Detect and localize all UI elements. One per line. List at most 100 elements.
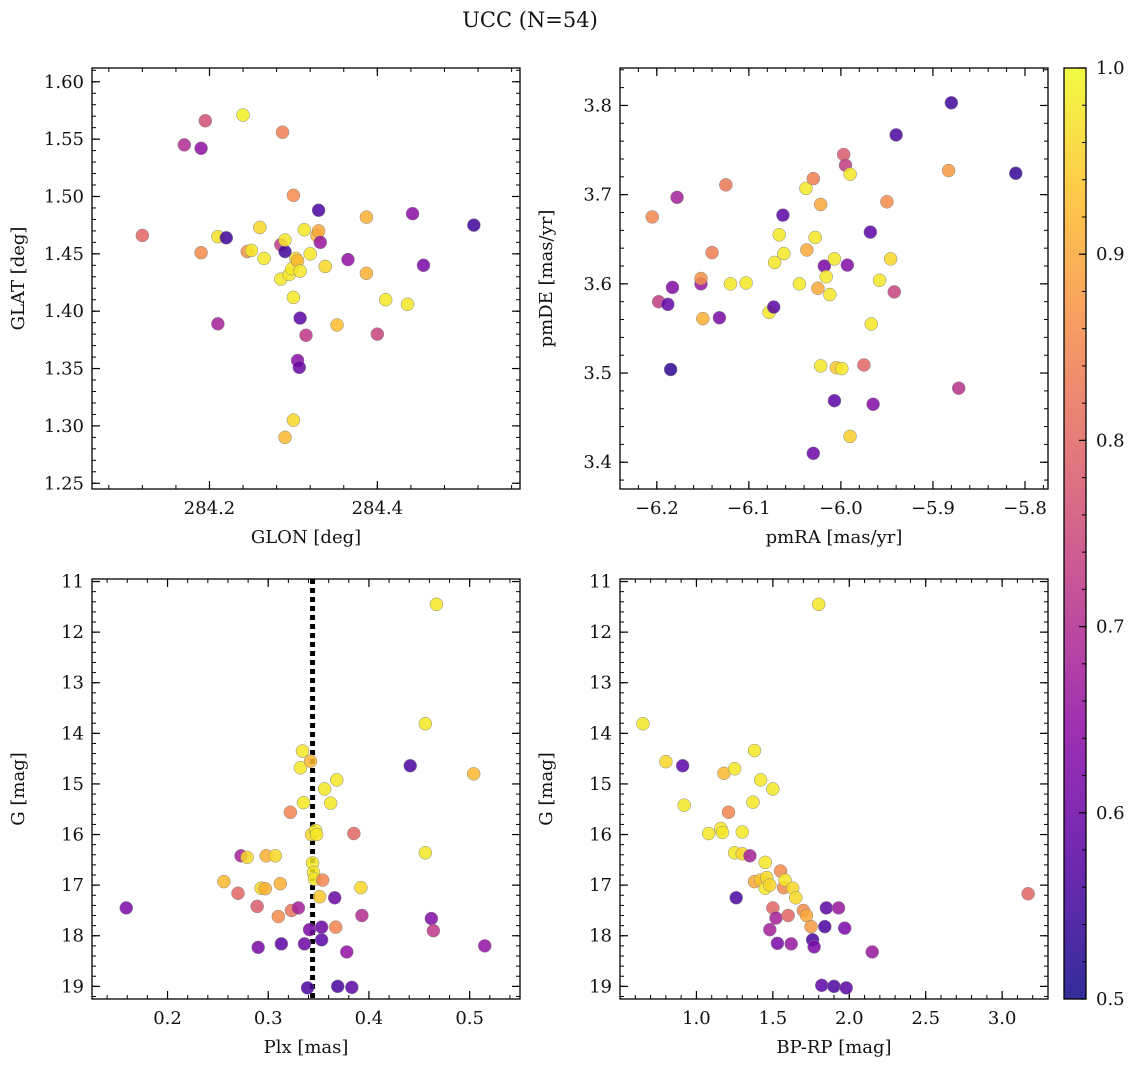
scatter-point xyxy=(827,252,842,266)
scatter-point xyxy=(313,235,328,250)
y-tick-label: 3.7 xyxy=(583,185,612,206)
scatter-point xyxy=(426,923,441,938)
x-tick-label: 1.5 xyxy=(759,1008,788,1029)
scatter-point xyxy=(763,878,777,892)
scatter-point xyxy=(286,290,301,305)
scatter-point xyxy=(747,743,762,758)
x-axis-label: Plx [mas] xyxy=(264,1037,349,1058)
scatter-point xyxy=(194,245,208,260)
y-tick-label: 17 xyxy=(61,875,84,896)
scatter-point xyxy=(753,773,768,787)
scatter-point xyxy=(799,181,813,196)
scatter-point xyxy=(880,195,894,209)
scatter-point xyxy=(300,981,315,995)
scatter-point xyxy=(253,220,267,235)
scatter-point xyxy=(400,297,415,312)
scatter-points xyxy=(119,597,492,995)
scatter-point xyxy=(286,413,301,427)
scatter-point xyxy=(318,259,333,274)
scatter-point xyxy=(231,886,245,900)
y-tick-label: 18 xyxy=(61,926,84,947)
y-ticks: 1.25 1.30 1.35 1.40 1.45 1.50 1.55 1.60 xyxy=(44,69,520,494)
x-tick-label: 2.5 xyxy=(911,1008,940,1029)
y-axis-label: pmDE [mas/yr] xyxy=(536,210,557,348)
scatter-point xyxy=(299,328,313,343)
y-tick-label: 3.6 xyxy=(583,274,612,295)
scatter-point xyxy=(866,397,880,412)
scatter-point xyxy=(864,317,879,331)
scatter-point xyxy=(941,163,956,178)
scatter-point xyxy=(665,280,680,295)
axes-frame xyxy=(91,67,521,490)
y-tick-label: 16 xyxy=(61,825,84,846)
x-axis-label: GLON [deg] xyxy=(251,527,361,548)
scatter-point xyxy=(806,171,821,186)
scatter-point xyxy=(827,979,841,994)
y-ticks: 11 12 13 14 15 16 17 18 19 xyxy=(589,572,1048,997)
scatter-point xyxy=(311,224,326,238)
scatter-point xyxy=(194,141,208,156)
scatter-point xyxy=(701,826,716,841)
scatter-point xyxy=(636,716,650,731)
scatter-point xyxy=(696,311,710,326)
scatter-point xyxy=(712,310,727,325)
scatter-point xyxy=(705,245,719,260)
scatter-point xyxy=(293,311,307,325)
scatter-point xyxy=(735,825,750,839)
y-tick-label: 18 xyxy=(589,926,612,947)
x-tick-label: 1.0 xyxy=(682,1008,711,1029)
y-tick-label: 1.50 xyxy=(44,186,84,207)
y-tick-label: 17 xyxy=(589,875,612,896)
scatter-point xyxy=(302,922,317,937)
scatter-point xyxy=(883,252,898,266)
colorbar-tick-label: 0.9 xyxy=(1096,244,1125,265)
x-tick-label: −5.8 xyxy=(1003,498,1047,519)
scatter-point xyxy=(766,300,781,314)
scatter-point xyxy=(429,597,444,612)
panel-2: 3.4 3.5 3.6 3.7 3.8 −6.2 −6.1 −6.0 −5.9 −5.8 pmRA … xyxy=(536,67,1049,548)
scatter-point xyxy=(268,849,283,863)
scatter-point xyxy=(670,190,684,205)
scatter-point xyxy=(659,754,673,769)
scatter-point xyxy=(286,188,301,203)
scatter-point xyxy=(329,773,344,787)
scatter-point xyxy=(763,922,777,937)
scatter-point xyxy=(777,246,791,261)
scatter-point xyxy=(219,231,234,245)
scatter-point xyxy=(811,281,825,296)
y-tick-label: 15 xyxy=(61,774,84,795)
scatter-point xyxy=(359,210,374,224)
x-ticks: 284.2 284.4 xyxy=(108,68,513,519)
x-tick-label: −6.0 xyxy=(819,498,863,519)
y-axis-label: G [mag] xyxy=(536,752,557,825)
scatter-point xyxy=(478,939,492,953)
colorbar-gradient xyxy=(1063,67,1087,1000)
scatter-point xyxy=(789,891,803,905)
scatter-point xyxy=(675,758,690,773)
scatter-point xyxy=(831,901,846,915)
scatter-point xyxy=(312,890,327,904)
scatter-point xyxy=(416,258,431,273)
axes-frame xyxy=(619,578,1049,1000)
scatter-point xyxy=(328,920,343,934)
scatter-point xyxy=(843,167,857,181)
colorbar-tick-label: 0.5 xyxy=(1096,989,1125,1010)
colorbar-tick-label: 0.7 xyxy=(1096,617,1125,638)
scatter-point xyxy=(297,937,312,951)
scatter-point xyxy=(663,362,678,377)
scatter-point xyxy=(792,277,807,291)
scatter-point xyxy=(800,243,814,257)
scatter-point xyxy=(244,243,259,258)
scatter-point xyxy=(818,919,832,934)
scatter-point xyxy=(758,855,772,870)
colorbar: 0.5 0.6 0.7 0.8 0.9 1.0 xyxy=(1063,58,1125,1010)
y-tick-label: 1.30 xyxy=(44,416,84,437)
axes-frame xyxy=(91,578,521,1000)
scatter-point xyxy=(835,361,849,376)
scatter-point xyxy=(1009,166,1023,180)
y-tick-label: 13 xyxy=(589,673,612,694)
scatter-point xyxy=(827,393,842,408)
y-tick-label: 12 xyxy=(589,622,612,643)
scatter-point xyxy=(293,264,307,278)
scatter-point xyxy=(806,446,821,461)
